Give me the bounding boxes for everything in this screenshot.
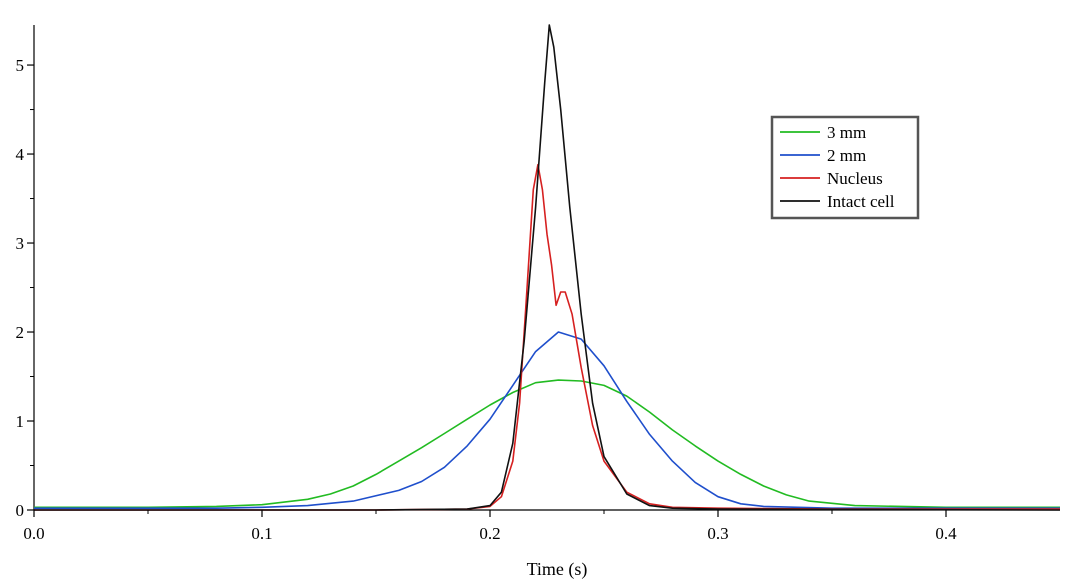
y-tick-label: 0 [16, 501, 25, 520]
legend-label: Intact cell [827, 192, 895, 211]
series-line-nucleus [34, 163, 1060, 511]
y-tick-label: 5 [16, 56, 25, 75]
series-line-3-mm [34, 379, 1060, 509]
x-ticks: 0.0 0.1 0.2 0.3 0.4 [23, 510, 957, 543]
x-tick-label: 0.2 [479, 524, 500, 543]
x-axis-label: Time (s) [527, 559, 588, 580]
legend-label: 3 mm [827, 123, 866, 142]
series-layer [34, 24, 1061, 511]
x-tick-label: 0.1 [251, 524, 272, 543]
legend-label: Nucleus [827, 169, 883, 188]
series-line-2-mm [34, 331, 1060, 509]
y-tick-label: 4 [16, 145, 25, 164]
series-line-intact-cell [34, 24, 1061, 511]
x-tick-label: 0.4 [935, 524, 957, 543]
y-tick-label: 1 [16, 412, 25, 431]
axes [33, 25, 1060, 511]
legend-label: 2 mm [827, 146, 866, 165]
y-ticks: 0 1 2 3 4 5 [16, 56, 34, 520]
legend: 3 mm 2 mm Nucleus Intact cell [770, 115, 920, 220]
x-tick-label: 0.0 [23, 524, 44, 543]
y-tick-label: 3 [16, 234, 25, 253]
y-tick-label: 2 [16, 323, 25, 342]
x-tick-label: 0.3 [707, 524, 728, 543]
